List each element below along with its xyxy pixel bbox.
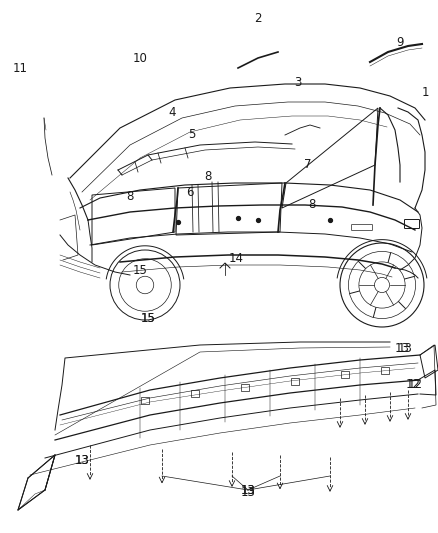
- Text: 15: 15: [133, 263, 148, 277]
- Text: 12: 12: [407, 378, 423, 392]
- Text: 13: 13: [74, 454, 89, 466]
- Text: 15: 15: [141, 311, 155, 325]
- Text: 13: 13: [240, 483, 255, 497]
- Text: 1: 1: [421, 85, 429, 99]
- Text: 13: 13: [74, 454, 89, 466]
- Bar: [241, 384, 249, 391]
- Text: 9: 9: [396, 36, 404, 49]
- Text: 12: 12: [406, 378, 420, 392]
- Text: 15: 15: [141, 311, 155, 325]
- Text: 13: 13: [398, 342, 413, 354]
- Text: 4: 4: [168, 107, 176, 119]
- Text: 14: 14: [229, 252, 244, 264]
- Text: 6: 6: [186, 185, 194, 198]
- Text: 10: 10: [133, 52, 148, 64]
- Bar: [381, 367, 389, 374]
- Text: 8: 8: [126, 190, 134, 204]
- Bar: [341, 371, 349, 378]
- Text: 8: 8: [204, 171, 212, 183]
- Bar: [291, 378, 299, 385]
- Text: 11: 11: [13, 61, 28, 75]
- Text: 8: 8: [308, 198, 316, 212]
- Text: 13: 13: [240, 486, 255, 498]
- Text: 7: 7: [304, 158, 312, 172]
- Bar: [191, 390, 199, 397]
- Text: 3: 3: [294, 76, 302, 88]
- Text: 13: 13: [240, 483, 255, 497]
- Text: 2: 2: [254, 12, 262, 25]
- Text: 13: 13: [395, 342, 410, 354]
- Text: 5: 5: [188, 128, 196, 141]
- Bar: [141, 397, 149, 404]
